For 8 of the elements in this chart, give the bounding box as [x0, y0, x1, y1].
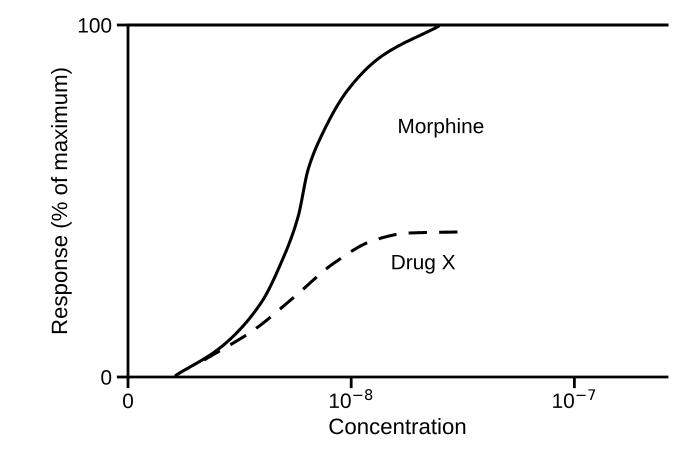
x-tick-label: 10$^{−7}$ [553, 389, 596, 408]
series-label: Drug X [392, 254, 456, 274]
x-tick-label: 10$^{−8}$ [330, 389, 372, 408]
y-axis-title: Response (% of maximum) [51, 68, 72, 334]
y-tick-label: 100 [78, 18, 112, 33]
x-tick-label: 0 [123, 394, 133, 408]
text: Morphine [399, 118, 484, 138]
x-axis-title: Concentration [329, 418, 466, 434]
